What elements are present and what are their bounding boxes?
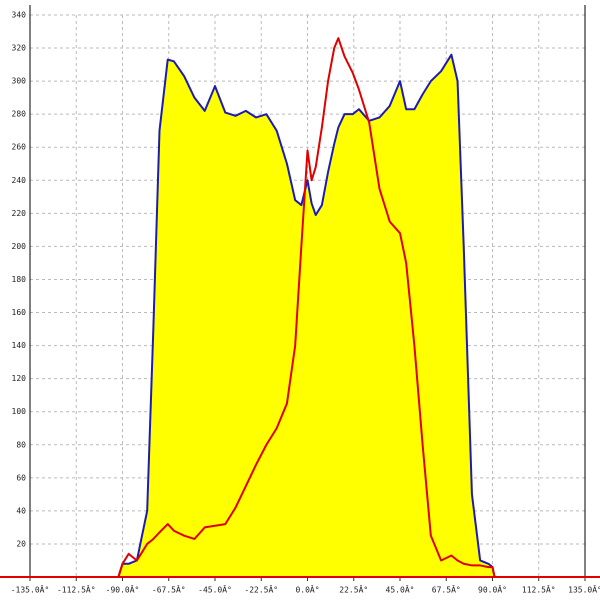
x-tick-label: -67.5Â° — [152, 584, 186, 595]
y-tick-label: 240 — [12, 176, 27, 185]
x-tick-label: -22.5Â° — [244, 584, 278, 595]
y-tick-label: 300 — [12, 77, 27, 86]
x-tick-label: 0.0Â° — [295, 584, 319, 595]
y-tick-label: 80 — [16, 440, 26, 449]
x-tick-label: -135.0Â° — [11, 584, 50, 595]
y-tick-label: 140 — [12, 341, 27, 350]
x-tick-label: -90.0Â° — [106, 584, 140, 595]
y-tick-label: 180 — [12, 275, 27, 284]
data-line — [117, 53, 496, 578]
y-tick-label: 220 — [12, 209, 27, 218]
y-tick-label: 20 — [16, 539, 26, 548]
x-tick-label: -45.0Â° — [198, 584, 232, 595]
x-tick-label: 45.0Â° — [386, 584, 415, 595]
data-line — [117, 37, 496, 578]
y-tick-label: 40 — [16, 506, 26, 515]
x-tick-label: -112.5Â° — [57, 584, 96, 595]
area-fill — [118, 54, 495, 577]
x-tick-label: 22.5Â° — [339, 584, 368, 595]
x-tick-label: 112.5Â° — [522, 584, 556, 595]
x-tick-label: 135.0Â° — [568, 584, 600, 595]
y-tick-label: 340 — [12, 11, 27, 20]
y-tick-label: 320 — [12, 44, 27, 53]
x-tick-label: 67.5Â° — [432, 584, 461, 595]
y-tick-label: 60 — [16, 473, 26, 482]
y-tick-label: 100 — [12, 407, 27, 416]
y-tick-label: 260 — [12, 143, 27, 152]
y-tick-label: 280 — [12, 110, 27, 119]
y-tick-label: 160 — [12, 308, 27, 317]
y-tick-label: 200 — [12, 242, 27, 251]
y-tick-label: 120 — [12, 374, 27, 383]
x-tick-label: 90.0Â° — [478, 584, 507, 595]
